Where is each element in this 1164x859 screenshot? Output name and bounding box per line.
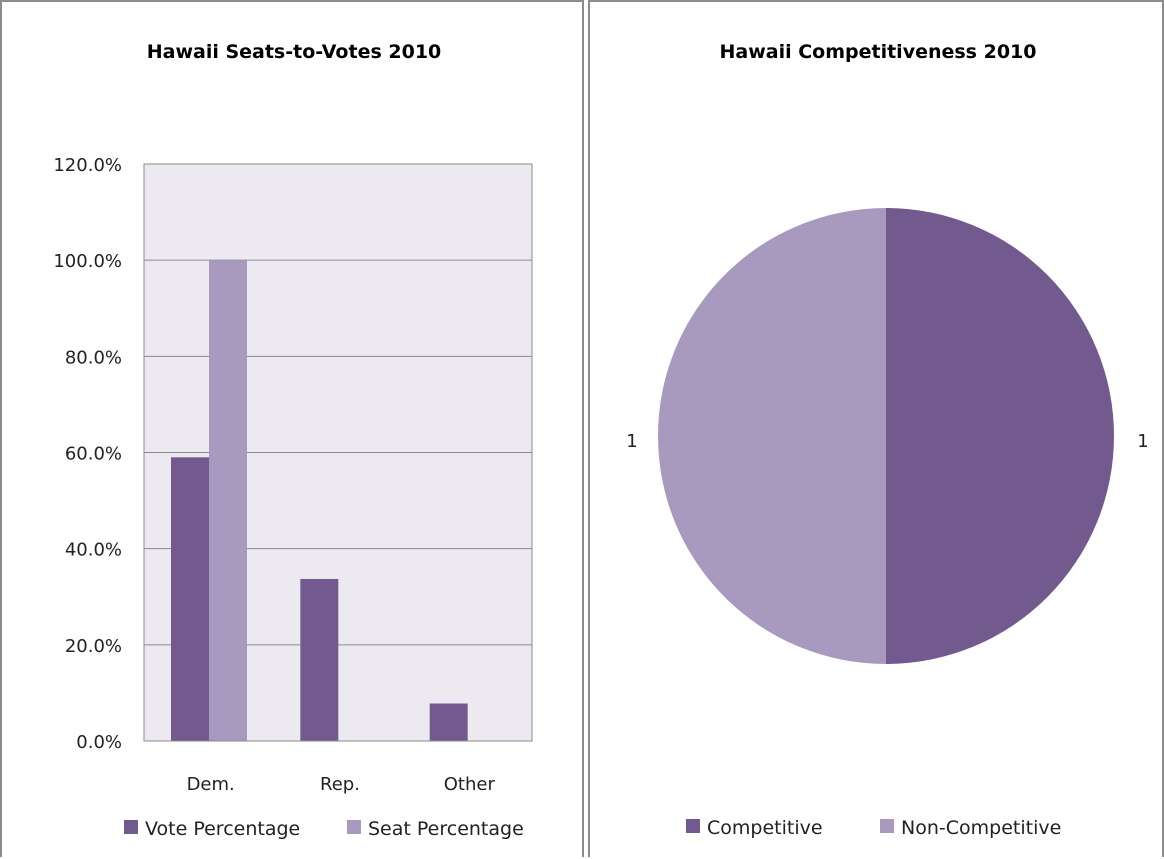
- legend-label-seat: Seat Percentage: [368, 818, 524, 840]
- legend-swatch-vote: [124, 820, 138, 834]
- bar-vote-other: [429, 703, 468, 741]
- pie-chart-title: Hawaii Competitiveness 2010: [719, 41, 1036, 63]
- bar-legend: Vote Percentage Seat Percentage: [124, 818, 524, 840]
- bar-vote-rep: [300, 578, 339, 741]
- seats-to-votes-panel: Hawaii Seats-to-Votes 2010 0.0% 20.0% 40.0…: [0, 0, 584, 857]
- y-tick-label: 0.0%: [76, 732, 122, 753]
- legend-label-competitive: Competitive: [707, 817, 823, 839]
- legend-swatch-competitive: [686, 819, 700, 833]
- bar-vote-dem: [171, 457, 209, 741]
- y-tick-label: 20.0%: [65, 636, 122, 657]
- legend-label-vote: Vote Percentage: [145, 818, 300, 840]
- pie-data-label-competitive: 1: [1137, 431, 1148, 452]
- x-axis-ticks: Dem. Rep. Other: [187, 774, 496, 795]
- x-tick-label: Rep.: [320, 774, 360, 795]
- bar-seat-dem: [209, 260, 247, 741]
- y-tick-label: 100.0%: [53, 251, 122, 272]
- y-tick-label: 80.0%: [65, 347, 122, 368]
- competitiveness-panel: Hawaii Competitiveness 2010 1 1 Competit…: [588, 0, 1164, 857]
- pie-slice-competitive: [886, 208, 1114, 664]
- pie-chart: Hawaii Competitiveness 2010 1 1 Competit…: [626, 41, 1148, 839]
- legend-swatch-seat: [347, 820, 361, 834]
- legend-swatch-non-competitive: [880, 819, 894, 833]
- pie-slices: [658, 208, 1114, 664]
- x-tick-label: Other: [444, 774, 496, 795]
- y-tick-label: 120.0%: [53, 155, 122, 176]
- bars: [171, 260, 468, 741]
- bar-chart-title: Hawaii Seats-to-Votes 2010: [147, 41, 442, 63]
- y-tick-label: 40.0%: [65, 540, 122, 561]
- x-tick-label: Dem.: [187, 774, 235, 795]
- pie-data-label-non-competitive: 1: [626, 431, 637, 452]
- y-tick-label: 60.0%: [65, 444, 122, 465]
- pie-slice-non-competitive: [658, 208, 886, 664]
- pie-legend: Competitive Non-Competitive: [686, 817, 1061, 839]
- legend-label-non-competitive: Non-Competitive: [901, 817, 1061, 839]
- y-axis-ticks: 0.0% 20.0% 40.0% 60.0% 80.0% 100.0% 120.0%: [53, 155, 122, 753]
- bar-chart: Hawaii Seats-to-Votes 2010 0.0% 20.0% 40.0…: [53, 41, 533, 840]
